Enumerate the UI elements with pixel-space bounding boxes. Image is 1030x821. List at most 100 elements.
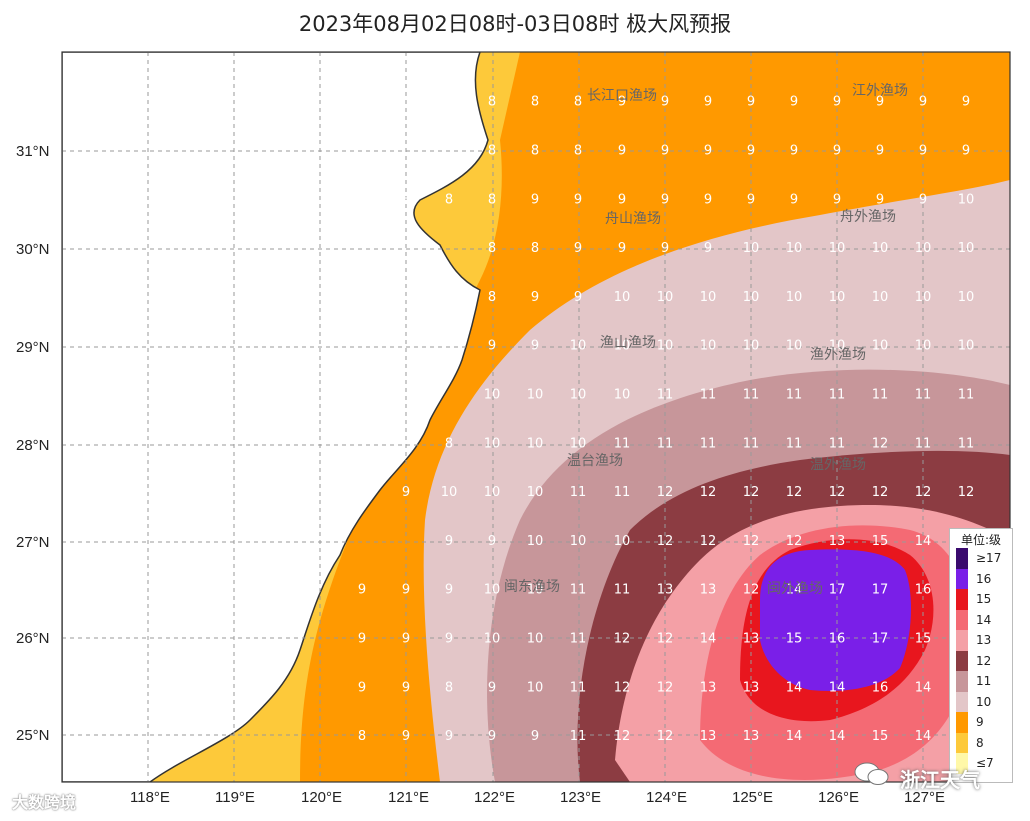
- wind-force-value: 9: [531, 192, 539, 207]
- wind-force-value: 10: [441, 485, 458, 500]
- wind-force-value: 10: [614, 388, 631, 403]
- wind-force-value: 9: [488, 339, 496, 354]
- wind-force-value: 8: [574, 144, 582, 159]
- wind-force-value: 13: [657, 583, 674, 598]
- wind-force-value: 11: [786, 436, 803, 451]
- wind-force-value: 13: [700, 680, 717, 695]
- wind-force-value: 17: [872, 632, 889, 647]
- wind-force-value: 9: [531, 729, 539, 744]
- wind-force-value: 10: [700, 290, 717, 305]
- wind-force-value: 12: [657, 534, 674, 549]
- wind-force-value: 9: [574, 241, 582, 256]
- legend: 单位:级 ≥17 16 15 14 13 12 11 10 9 8 ≤7: [949, 528, 1013, 783]
- wind-force-value: 14: [915, 680, 932, 695]
- legend-item: 9: [950, 712, 1012, 733]
- wind-force-value: 10: [743, 339, 760, 354]
- wind-force-value: 10: [570, 339, 587, 354]
- wind-force-value: 9: [704, 192, 712, 207]
- wind-force-value: 10: [657, 339, 674, 354]
- wind-force-value: 17: [829, 583, 846, 598]
- legend-label: 9: [976, 715, 984, 730]
- wind-force-value: 11: [614, 583, 631, 598]
- wind-force-value: 10: [484, 388, 501, 403]
- wind-force-value: 9: [618, 192, 626, 207]
- wind-force-value: 13: [829, 534, 846, 549]
- wind-force-value: 9: [661, 95, 669, 110]
- wind-force-value: 9: [919, 192, 927, 207]
- wind-force-value: 11: [958, 436, 975, 451]
- lon-label: 122°E: [474, 789, 515, 806]
- legend-swatch: [956, 753, 968, 774]
- legend-item: 12: [950, 650, 1012, 671]
- fishing-ground-label: 渔山渔场: [600, 335, 656, 351]
- wind-force-value: 12: [786, 485, 803, 500]
- wind-force-value: 15: [786, 632, 803, 647]
- wind-force-value: 11: [570, 583, 587, 598]
- legend-label: 11: [976, 674, 992, 689]
- wind-force-value: 9: [402, 729, 410, 744]
- wind-force-value: 12: [614, 729, 631, 744]
- wind-force-value: 9: [488, 680, 496, 695]
- wind-force-value: 8: [488, 290, 496, 305]
- wind-force-value: 10: [570, 436, 587, 451]
- wind-force-value: 10: [484, 436, 501, 451]
- wind-force-value: 12: [743, 485, 760, 500]
- wind-force-value: 12: [958, 485, 975, 500]
- wind-force-value: 9: [962, 95, 970, 110]
- wind-force-value: 10: [829, 339, 846, 354]
- legend-swatch: [956, 630, 968, 651]
- wind-force-value: 10: [657, 290, 674, 305]
- wind-force-value: 14: [786, 680, 803, 695]
- legend-label: 13: [976, 633, 992, 648]
- wind-force-value: 9: [790, 95, 798, 110]
- wind-force-value: 11: [570, 680, 587, 695]
- wind-force-value: 11: [872, 388, 889, 403]
- wind-force-value: 9: [445, 632, 453, 647]
- wind-force-value: 11: [614, 485, 631, 500]
- wind-force-value: 9: [574, 290, 582, 305]
- wind-force-value: 12: [700, 534, 717, 549]
- wind-force-value: 10: [829, 290, 846, 305]
- wind-force-grid: 8 8 8 9 9 9 9 9 9 9 9 9 8 8 8 9 9 9 9 9 9 9 9 9 8 8 8 9 9 9 9 9 9 9 9 9 9 10 8…: [358, 95, 974, 744]
- wind-force-value: 10: [743, 241, 760, 256]
- wind-force-value: 8: [488, 241, 496, 256]
- map-title: 2023年08月02日08时-03日08时 极大风预报: [298, 12, 732, 36]
- wind-force-value: 10: [527, 680, 544, 695]
- wind-force-value: 9: [531, 290, 539, 305]
- wind-force-value: 8: [488, 192, 496, 207]
- legend-swatch: [956, 589, 968, 610]
- wind-force-value: 9: [488, 534, 496, 549]
- lat-label: 28°N: [16, 437, 50, 454]
- wind-force-value: 9: [445, 583, 453, 598]
- wechat-icon: [854, 762, 889, 785]
- legend-item: 15: [950, 589, 1012, 610]
- lon-label: 123°E: [560, 789, 601, 806]
- wind-force-value: 11: [657, 388, 674, 403]
- wind-force-value: 10: [786, 241, 803, 256]
- fishing-ground-label: 闽外渔场: [767, 581, 823, 597]
- land-mainland: [62, 52, 489, 782]
- legend-item: 11: [950, 671, 1012, 692]
- wind-force-value: 9: [402, 680, 410, 695]
- fishing-ground-label: 渔外渔场: [810, 347, 866, 363]
- wind-force-value: 9: [661, 144, 669, 159]
- wind-force-value: 8: [531, 95, 539, 110]
- wind-force-value: 14: [915, 729, 932, 744]
- latitude-labels: 31°N 30°N 29°N 28°N 27°N 26°N 25°N: [16, 143, 50, 744]
- wind-force-value: 13: [743, 680, 760, 695]
- wind-force-value: 9: [445, 534, 453, 549]
- legend-swatch: [956, 548, 968, 569]
- legend-label: 12: [976, 653, 992, 668]
- fishing-ground-label: 闽东渔场: [504, 579, 560, 595]
- legend-label: 16: [976, 571, 992, 586]
- wind-force-value: 9: [833, 192, 841, 207]
- legend-title: 单位:级: [960, 533, 1002, 547]
- legend-item: 13: [950, 630, 1012, 651]
- wind-force-value: 9: [618, 144, 626, 159]
- wind-force-value: 12: [743, 583, 760, 598]
- wind-force-value: 10: [484, 583, 501, 598]
- wind-force-value: 13: [700, 583, 717, 598]
- wind-force-value: 10: [958, 241, 975, 256]
- wind-force-value: 10: [527, 632, 544, 647]
